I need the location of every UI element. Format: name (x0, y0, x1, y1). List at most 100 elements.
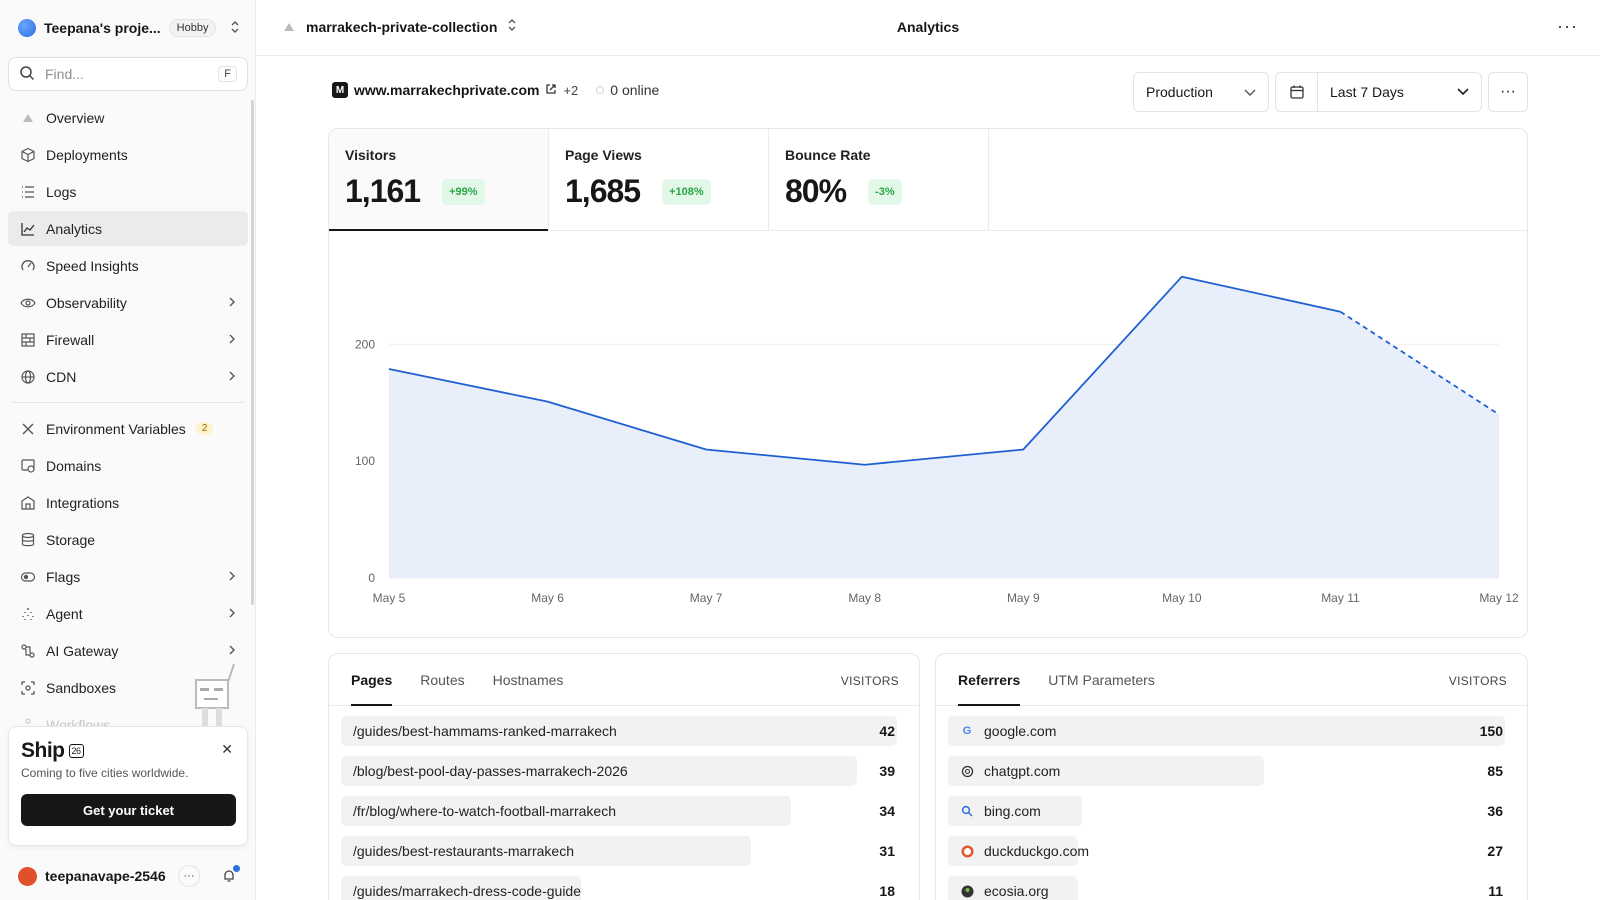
sidebar-scrollbar[interactable] (251, 100, 254, 605)
user-menu[interactable]: teepanavape-2546 ··· (18, 865, 240, 887)
project-name: marrakech-private-collection (306, 18, 498, 35)
tab-pages[interactable]: Pages (351, 654, 393, 706)
ship-title: Ship 26 (21, 739, 235, 763)
sidebar-item-label: Domains (46, 457, 102, 474)
row-label: /guides/best-hammams-ranked-marrakech (353, 723, 617, 739)
column-header: VISITORS (1448, 674, 1507, 688)
visitors-area-chart[interactable]: 0 100 200 May 5 May 6 May 7 May 8 May 9 May 10 Ma… (329, 231, 1528, 637)
triangle-icon (282, 20, 296, 34)
tab-hostnames[interactable]: Hostnames (492, 671, 564, 688)
sidebar-item-ai-gateway[interactable]: AI Gateway (8, 633, 248, 668)
google-icon: G (962, 725, 972, 737)
analytics-chart-card: Visitors 1,161 +99% Page Views 1,685 +10… (328, 128, 1528, 638)
row-value: 150 (1479, 723, 1503, 739)
gauge-icon (20, 258, 36, 274)
sidebar-item-agent[interactable]: Agent (8, 596, 248, 631)
database-icon (20, 532, 36, 548)
globe-icon (20, 369, 36, 385)
x-tick-label: May 8 (848, 591, 881, 605)
duckduckgo-icon (960, 844, 974, 858)
list-item[interactable]: chatgpt.com 85 (948, 756, 1515, 786)
x-tick-label: May 10 (1162, 591, 1202, 605)
sidebar-item-environment-variables[interactable]: Environment Variables 2 (8, 411, 248, 446)
sidebar-item-firewall[interactable]: Firewall (8, 322, 248, 357)
metric-bounce-rate[interactable]: Bounce Rate 80% -3% (769, 129, 989, 230)
avatar (18, 866, 37, 886)
list-item[interactable]: /guides/best-restaurants-marrakech 31 (341, 836, 907, 866)
cube-icon (20, 147, 36, 163)
more-options-button[interactable]: ··· (1488, 72, 1528, 112)
delta-badge: +108% (662, 178, 711, 205)
user-name: teepanavape-2546 (45, 868, 166, 884)
extra-domains[interactable]: +2 (563, 82, 579, 98)
sidebar-item-sandboxes[interactable]: Sandboxes (8, 670, 248, 705)
metric-value: 1,685 (565, 173, 641, 209)
external-link-icon[interactable] (545, 82, 557, 98)
sidebar-item-storage[interactable]: Storage (8, 522, 248, 557)
x-tick-label: May 5 (373, 591, 406, 605)
sidebar-item-integrations[interactable]: Integrations (8, 485, 248, 520)
sidebar-item-label: Overview (46, 109, 105, 126)
row-label: /fr/blog/where-to-watch-football-marrake… (353, 803, 616, 819)
row-value: 39 (879, 763, 895, 779)
tab-referrers[interactable]: Referrers (958, 654, 1021, 706)
domain-link[interactable]: www.marrakechprivate.com (354, 82, 540, 98)
list-item[interactable]: bing.com 36 (948, 796, 1515, 826)
sidebar-item-observability[interactable]: Observability (8, 285, 248, 320)
metric-page-views[interactable]: Page Views 1,685 +108% (549, 129, 769, 230)
metric-visitors[interactable]: Visitors 1,161 +99% (329, 129, 549, 231)
more-horizontal-icon[interactable]: ··· (1557, 16, 1578, 36)
calendar-icon[interactable] (1276, 73, 1318, 111)
chevron-right-icon (228, 569, 236, 584)
page-title: Analytics (896, 19, 960, 35)
sidebar-item-label: Integrations (46, 494, 120, 511)
list-item[interactable]: /fr/blog/where-to-watch-football-marrake… (341, 796, 907, 826)
robot-mascot-icon (195, 663, 235, 726)
project-switcher[interactable]: marrakech-private-collection (282, 18, 517, 35)
row-bar (948, 756, 1264, 786)
list-item[interactable]: duckduckgo.com 27 (948, 836, 1515, 866)
search-shortcut: F (218, 66, 237, 82)
list-item[interactable]: /guides/marrakech-dress-code-guide 18 (341, 876, 907, 900)
sidebar-item-speed-insights[interactable]: Speed Insights (8, 248, 248, 283)
y-tick-label: 200 (355, 337, 375, 351)
sidebar-item-cdn[interactable]: CDN (8, 359, 248, 394)
sidebar-item-flags[interactable]: Flags (8, 559, 248, 594)
tab-utm-parameters[interactable]: UTM Parameters (1048, 671, 1155, 688)
list-item[interactable]: /blog/best-pool-day-passes-marrakech-202… (341, 756, 907, 786)
ship-subtitle: Coming to five cities worldwide. (21, 766, 189, 780)
sidebar-item-analytics[interactable]: Analytics (8, 211, 248, 246)
row-bar (948, 716, 1505, 746)
sidebar-item-label: Storage (46, 531, 96, 548)
sidebar-item-logs[interactable]: Logs (8, 174, 248, 209)
date-range-select[interactable]: Last 7 Days (1275, 72, 1482, 112)
team-switcher[interactable]: Teepana's proje... Hobby (18, 18, 240, 38)
sidebar-item-label: Logs (46, 183, 77, 200)
sidebar-item-domains[interactable]: Domains (8, 448, 248, 483)
sidebar-item-label: Observability (46, 294, 127, 311)
sparkle-icon (20, 606, 36, 622)
get-ticket-button[interactable]: Get your ticket (21, 794, 236, 826)
sidebar-item-deployments[interactable]: Deployments (8, 137, 248, 172)
tab-routes[interactable]: Routes (420, 671, 465, 688)
bing-icon (960, 804, 974, 818)
pages-tabs: Pages Routes Hostnames VISITORS (329, 654, 919, 706)
more-icon[interactable]: ··· (178, 865, 200, 887)
list-item[interactable]: ecosia.org 11 (948, 876, 1515, 900)
sidebar-item-label: Analytics (46, 220, 103, 237)
close-icon[interactable]: ✕ (221, 741, 233, 757)
metric-value: 80% (785, 173, 847, 209)
search-input[interactable]: Find... F (8, 57, 248, 91)
bell-icon[interactable] (218, 865, 240, 887)
site-favicon-icon: M (332, 82, 348, 98)
sidebar-item-label: Agent (46, 605, 83, 622)
chevron-right-icon (228, 606, 236, 621)
x-tick-label: May 12 (1479, 591, 1519, 605)
environment-select[interactable]: Production (1133, 72, 1269, 112)
pages-list: /guides/best-hammams-ranked-marrakech 42/… (329, 706, 919, 900)
sidebar-item-overview[interactable]: Overview (8, 100, 248, 135)
row-value: 11 (1488, 883, 1503, 899)
list-item[interactable]: /guides/best-hammams-ranked-marrakech 42 (341, 716, 907, 746)
